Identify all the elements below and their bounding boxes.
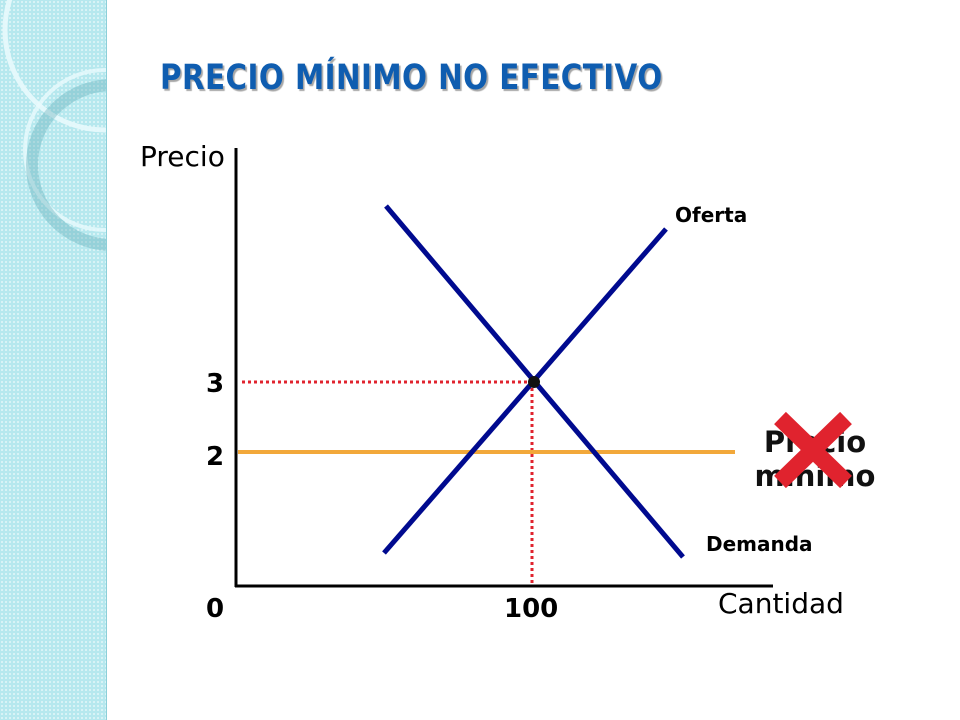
cross-icon [774, 411, 852, 489]
y-axis-label: Precio [140, 140, 225, 173]
x-axis-label: Cantidad [718, 587, 844, 620]
decorative-circles [2, 0, 106, 251]
equilibrium-point [528, 376, 540, 388]
price-tick-3: 3 [206, 369, 225, 399]
supply-label: Oferta [675, 203, 748, 227]
quantity-tick-100: 100 [504, 594, 559, 624]
price-tick-2: 2 [206, 442, 225, 472]
origin-label: 0 [206, 594, 225, 624]
decorative-side-band [0, 0, 107, 720]
slide-title: PRECIO MÍNIMO NO EFECTIVO [160, 58, 663, 98]
supply-curve [382, 227, 668, 555]
demand-label: Demanda [706, 532, 813, 556]
